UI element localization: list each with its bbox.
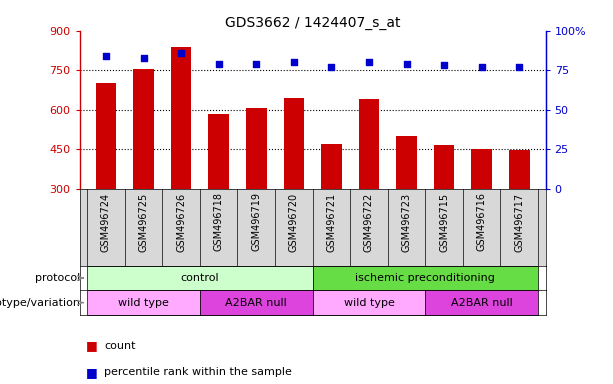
Bar: [313, 266, 538, 290]
Text: control: control: [181, 273, 219, 283]
Text: GSM496719: GSM496719: [251, 192, 261, 252]
Text: count: count: [104, 341, 135, 351]
Point: [440, 62, 449, 68]
Bar: [96, 83, 116, 189]
Text: ■: ■: [86, 339, 97, 352]
Bar: [284, 98, 304, 189]
Point: [364, 59, 374, 65]
Text: genotype/variation: genotype/variation: [0, 298, 80, 308]
Text: percentile rank within the sample: percentile rank within the sample: [104, 367, 292, 377]
Bar: [246, 108, 267, 189]
Point: [477, 64, 487, 70]
Text: GSM496724: GSM496724: [101, 192, 111, 252]
Bar: [171, 46, 191, 189]
Bar: [200, 290, 313, 315]
Bar: [133, 69, 154, 189]
Title: GDS3662 / 1424407_s_at: GDS3662 / 1424407_s_at: [225, 16, 400, 30]
Text: wild type: wild type: [118, 298, 169, 308]
Bar: [313, 290, 425, 315]
Text: GSM496716: GSM496716: [477, 192, 487, 252]
Text: GSM496722: GSM496722: [364, 192, 374, 252]
Bar: [509, 150, 530, 189]
Text: GSM496726: GSM496726: [176, 192, 186, 252]
Point: [101, 53, 111, 59]
Point: [327, 64, 337, 70]
Point: [139, 55, 148, 61]
Text: GSM496718: GSM496718: [214, 192, 224, 252]
Point: [214, 61, 224, 67]
Bar: [359, 99, 379, 189]
Text: GSM496725: GSM496725: [139, 192, 148, 252]
Text: GSM496721: GSM496721: [326, 192, 337, 252]
Point: [176, 50, 186, 56]
Bar: [87, 290, 200, 315]
Text: GSM496720: GSM496720: [289, 192, 299, 252]
Bar: [425, 290, 538, 315]
Text: GSM496717: GSM496717: [514, 192, 524, 252]
Bar: [87, 266, 313, 290]
Point: [251, 61, 261, 67]
Bar: [434, 145, 454, 189]
Bar: [396, 136, 417, 189]
Text: protocol: protocol: [35, 273, 80, 283]
Point: [289, 59, 299, 65]
Point: [514, 64, 524, 70]
Text: A2BAR null: A2BAR null: [226, 298, 287, 308]
Bar: [471, 149, 492, 189]
Text: GSM496715: GSM496715: [439, 192, 449, 252]
Point: [402, 61, 411, 67]
Text: A2BAR null: A2BAR null: [451, 298, 512, 308]
Text: GSM496723: GSM496723: [402, 192, 411, 252]
Bar: [321, 144, 342, 189]
Text: ischemic preconditioning: ischemic preconditioning: [356, 273, 495, 283]
Text: wild type: wild type: [343, 298, 394, 308]
Text: ■: ■: [86, 366, 97, 379]
Bar: [208, 114, 229, 189]
